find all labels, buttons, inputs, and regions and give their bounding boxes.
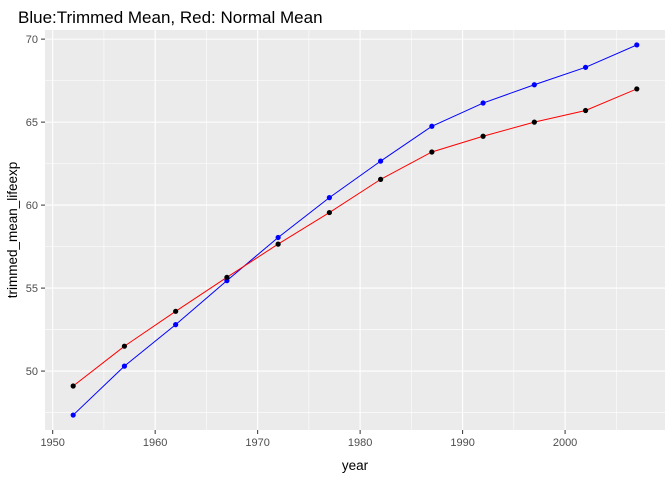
x-tick-label: 1990: [450, 437, 474, 449]
series-1-point: [326, 195, 332, 201]
chart-title: Blue:Trimmed Mean, Red: Normal Mean: [18, 8, 323, 27]
y-axis-title: trimmed_mean_lifeexp: [5, 162, 20, 299]
series-2-point: [173, 308, 179, 314]
series-2-point: [121, 343, 128, 349]
series-lines: [72, 44, 638, 416]
x-tick-label: 1980: [348, 437, 372, 449]
series-1-point: [275, 234, 281, 241]
series-2-point: [531, 119, 537, 125]
series-1-point: [70, 412, 76, 418]
x-axis-title: year: [342, 458, 369, 473]
series-2-point: [70, 383, 76, 389]
x-axis: 1950 1960 1970 1980 1990 2000: [40, 430, 577, 449]
y-tick-label: 60: [26, 200, 38, 212]
y-tick-label: 65: [26, 117, 38, 129]
gridlines: [45, 30, 665, 430]
series-1-point: [531, 82, 537, 88]
series-2-point: [326, 209, 332, 216]
series-2-point: [582, 107, 589, 114]
y-axis: 50 55 60 65 70: [26, 34, 45, 378]
series-1-point: [429, 123, 435, 129]
y-tick-label: 50: [26, 366, 38, 378]
series-2-point: [378, 176, 384, 182]
x-tick-label: 2000: [553, 437, 577, 449]
series-1-point: [173, 322, 179, 328]
series-2-point: [480, 133, 486, 139]
series-points: [70, 42, 640, 418]
series-1-point: [582, 64, 589, 70]
series-1-point: [480, 100, 486, 106]
series-1-point: [121, 363, 128, 369]
series-1-point: [378, 158, 384, 164]
series-2-point: [634, 86, 640, 92]
series-2-point: [224, 274, 230, 280]
y-tick-label: 55: [26, 283, 38, 295]
series-1-point: [634, 42, 640, 48]
x-tick-label: 1970: [245, 437, 269, 449]
x-tick-label: 1960: [143, 437, 167, 449]
series-line-2: [72, 88, 638, 387]
series-2-point: [429, 149, 435, 155]
plot-panel: [45, 30, 665, 430]
x-tick-label: 1950: [40, 437, 64, 449]
series-2-point: [275, 241, 281, 247]
series-line-1: [72, 44, 638, 416]
y-tick-label: 70: [26, 34, 38, 46]
